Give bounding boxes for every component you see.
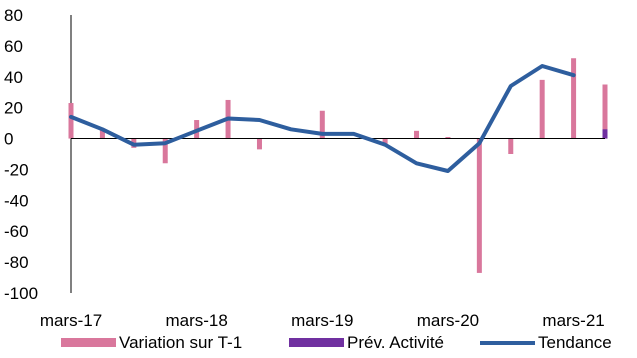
- variation-bar: [162, 138, 168, 164]
- y-tick-label: 80: [4, 6, 23, 25]
- legend-label: Tendance: [538, 333, 612, 352]
- legend-label: Prév. Activité: [347, 333, 444, 352]
- y-tick-label: 40: [4, 68, 23, 87]
- y-tick-label: -80: [4, 253, 29, 272]
- variation-bar: [99, 129, 105, 139]
- x-tick-label: mars-20: [417, 311, 479, 330]
- y-tick-label: -60: [4, 222, 29, 241]
- x-axis: mars-17 mars-18 mars-19 mars-20 mars-21: [40, 311, 605, 330]
- legend-label: Variation sur T-1: [119, 333, 242, 352]
- variation-bar: [256, 138, 262, 150]
- legend: Variation sur T-1 Prév. Activité Tendance: [61, 333, 612, 352]
- y-tick-label: -40: [4, 191, 29, 210]
- x-tick-label: mars-17: [40, 311, 102, 330]
- y-tick-label: -100: [4, 284, 38, 303]
- x-tick-label: mars-18: [165, 311, 227, 330]
- x-tick-label: mars-19: [291, 311, 353, 330]
- variation-bar: [476, 138, 482, 273]
- bars: [68, 58, 608, 273]
- variation-bar: [445, 137, 451, 139]
- variation-bar: [571, 58, 577, 139]
- y-tick-label: 60: [4, 37, 23, 56]
- variation-bar: [602, 84, 608, 139]
- variation-bar: [319, 110, 325, 139]
- y-axis: 80 60 40 20 0 -20 -40 -60 -80 -100: [4, 6, 72, 303]
- prev-activite-bar: [602, 129, 608, 139]
- x-tick-label: mars-21: [542, 311, 604, 330]
- trend-line-group: [69, 64, 576, 173]
- y-tick-label: -20: [4, 160, 29, 179]
- legend-swatch: [61, 338, 116, 347]
- variation-bar: [414, 130, 420, 139]
- variation-bar: [382, 138, 388, 145]
- y-tick-label: 0: [4, 130, 13, 149]
- legend-swatch: [289, 338, 344, 347]
- tendance-line: [69, 64, 576, 173]
- variation-bar: [539, 79, 545, 139]
- variation-bar: [508, 138, 514, 154]
- variation-bar: [68, 103, 74, 139]
- y-tick-label: 20: [4, 99, 23, 118]
